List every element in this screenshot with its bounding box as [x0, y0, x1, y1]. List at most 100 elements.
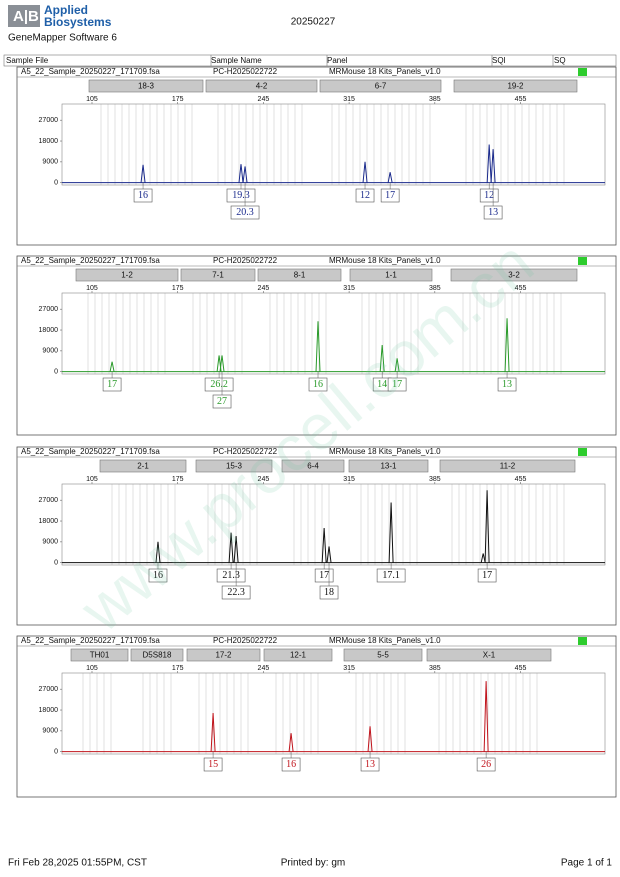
allele-label: 12 [484, 190, 494, 201]
allele-box [226, 188, 256, 203]
footer-date: Fri Feb 28,2025 01:55PM, CST [8, 858, 147, 869]
y-tick-label: 27000 [39, 117, 59, 124]
peak [483, 681, 489, 752]
marker-box [186, 648, 261, 662]
y-tick-label: 18000 [39, 518, 59, 525]
marker-box [130, 648, 184, 662]
x-tick-label: 455 [515, 96, 527, 103]
marker-label: 12-1 [290, 651, 307, 660]
allele-label: 16 [286, 759, 296, 770]
marker-label: 19-2 [507, 82, 524, 91]
y-tick-label: 9000 [42, 159, 58, 166]
allele-box [483, 205, 503, 220]
x-tick-label: 455 [515, 285, 527, 292]
allele-box [380, 188, 400, 203]
x-tick-label: 385 [429, 665, 441, 672]
marker-label: 1-1 [385, 271, 397, 280]
x-tick-label: 245 [258, 96, 270, 103]
sample-name: PC-H2025022722 [213, 67, 278, 76]
marker-box [180, 268, 256, 282]
peak [315, 321, 321, 372]
sample-name: PC-H2025022722 [213, 256, 278, 265]
allele-box [319, 585, 339, 600]
x-tick-label: 455 [515, 476, 527, 483]
allele-box [355, 188, 375, 203]
peak [387, 172, 393, 183]
peak [238, 164, 244, 183]
allele-label: 17 [319, 570, 329, 581]
x-tick-label: 175 [172, 665, 184, 672]
allele-label: 17 [107, 379, 117, 390]
x-tick-label: 315 [343, 665, 355, 672]
allele-box [216, 568, 246, 583]
peak [504, 318, 510, 372]
peak [394, 358, 400, 372]
allele-box [476, 757, 496, 772]
marker-box [348, 459, 429, 473]
sq-flag [578, 257, 587, 265]
column-label: Panel [327, 56, 348, 65]
allele-label: 20.3 [236, 207, 254, 218]
peak [233, 536, 239, 563]
allele-label: 17 [385, 190, 395, 201]
panel-frame [16, 255, 617, 436]
allele-label: 26.2 [210, 379, 228, 390]
marker-label: TH01 [90, 651, 110, 660]
y-tick-label: 18000 [39, 138, 59, 145]
marker-box [450, 268, 578, 282]
logo-text: Applied [44, 3, 88, 17]
y-tick-label: 18000 [39, 327, 59, 334]
report-date: 20250227 [291, 17, 336, 28]
x-tick-label: 245 [258, 476, 270, 483]
column-header [3, 54, 617, 67]
plot-frame [61, 292, 606, 375]
marker-box [257, 268, 342, 282]
sample-name: PC-H2025022722 [213, 447, 278, 456]
column-label: SQI [492, 56, 506, 65]
allele-box [314, 568, 334, 583]
marker-label: 1-2 [121, 271, 133, 280]
x-tick-label: 105 [86, 96, 98, 103]
sample-file: A5_22_Sample_20250227_171709.fsa [21, 67, 160, 76]
panel-name: MRMouse 18 Kits_Panels_v1.0 [329, 67, 441, 76]
marker-label: 6-7 [375, 82, 387, 91]
allele-box [148, 568, 168, 583]
y-tick-label: 27000 [39, 306, 59, 313]
panel-name: MRMouse 18 Kits_Panels_v1.0 [329, 447, 441, 456]
allele-label: 16 [313, 379, 323, 390]
x-tick-label: 315 [343, 476, 355, 483]
peak [388, 502, 394, 563]
marker-box [319, 79, 442, 93]
sample-file: A5_22_Sample_20250227_171709.fsa [21, 447, 160, 456]
allele-label: 19.3 [232, 190, 250, 201]
y-tick-label: 9000 [42, 539, 58, 546]
allele-label: 17.1 [382, 570, 400, 581]
marker-box [70, 648, 129, 662]
allele-label: 17 [392, 379, 402, 390]
x-tick-label: 105 [86, 665, 98, 672]
allele-box [102, 377, 122, 392]
x-tick-label: 245 [258, 285, 270, 292]
peak [321, 527, 327, 563]
allele-box [308, 377, 328, 392]
marker-box [343, 648, 423, 662]
marker-box [88, 79, 204, 93]
allele-box [281, 757, 301, 772]
marker-label: 3-2 [508, 271, 520, 280]
y-tick-label: 0 [54, 369, 58, 376]
marker-label: 17-2 [215, 651, 232, 660]
peak [210, 713, 216, 752]
sq-flag [578, 68, 587, 76]
marker-label: X-1 [483, 651, 496, 660]
marker-label: 13-1 [380, 462, 397, 471]
x-tick-label: 385 [429, 96, 441, 103]
allele-label: 26 [481, 759, 491, 770]
peak [326, 546, 332, 563]
software-name: GeneMapper Software 6 [8, 33, 117, 44]
marker-label: 2-1 [137, 462, 149, 471]
marker-label: 18-3 [138, 82, 155, 91]
watermark: www.procell.com.cn [66, 227, 546, 646]
x-tick-label: 385 [429, 476, 441, 483]
